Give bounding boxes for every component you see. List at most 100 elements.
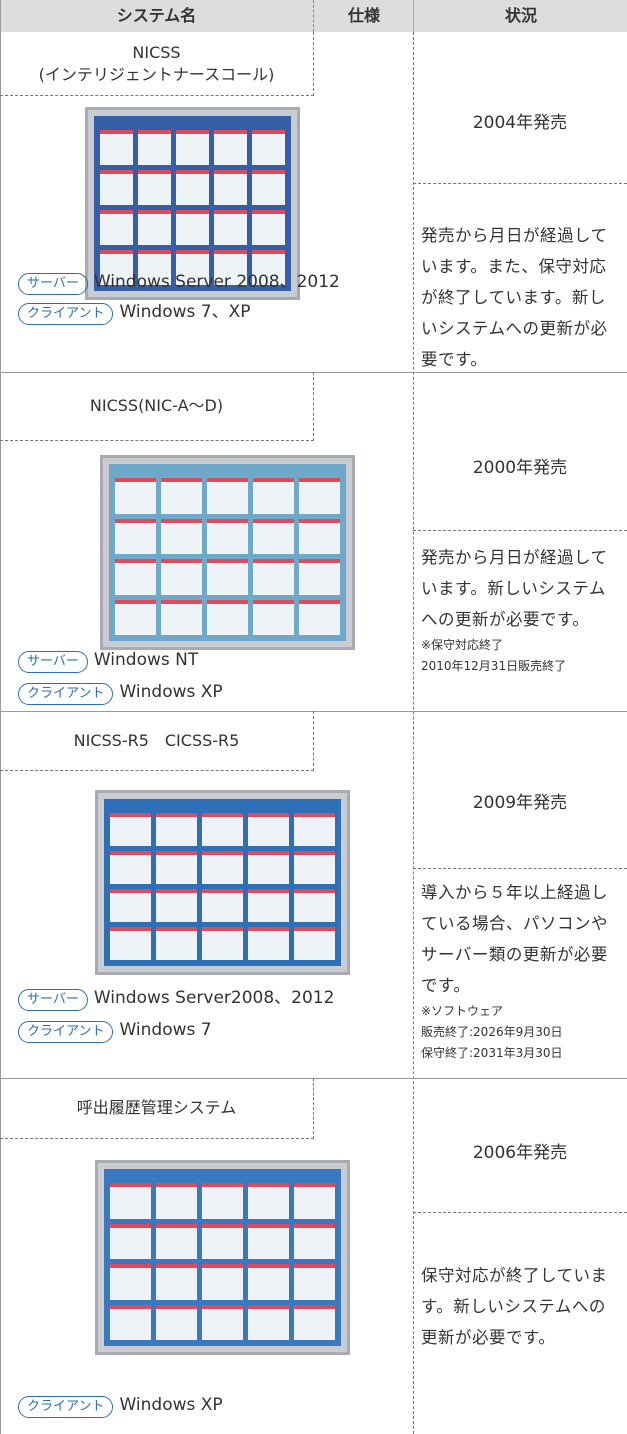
column-header: 仕様	[313, 0, 414, 32]
name-line: NICSS-R5 CICSS-R5	[73, 730, 240, 750]
screenshot-panel	[110, 889, 151, 922]
screenshot-screen	[109, 464, 346, 641]
spec-badge: サーバー	[18, 651, 88, 673]
table-border	[0, 0, 1, 1434]
screenshot-panel	[161, 478, 202, 514]
status-divider	[413, 530, 627, 531]
screenshot-panel	[207, 518, 248, 554]
screenshot-panel	[202, 813, 243, 846]
note: ※保守対応終了	[421, 638, 504, 652]
screenshot-screen	[104, 799, 341, 966]
screenshot-panel	[115, 599, 156, 635]
screenshot-panel	[202, 927, 243, 960]
screenshot-panel	[252, 250, 285, 285]
screenshot-panel	[138, 210, 171, 245]
screenshot-panel	[138, 130, 171, 165]
spec-badge: クライアント	[18, 683, 114, 705]
screenshot-panel	[100, 210, 133, 245]
screenshot-panel	[253, 518, 294, 554]
spec-badge: サーバー	[18, 273, 88, 295]
column-divider	[413, 32, 414, 1434]
screenshot-panel	[161, 599, 202, 635]
screenshot	[85, 107, 300, 300]
screenshot-panel	[214, 210, 247, 245]
name-line: NICSS(NIC-A〜D)	[89, 396, 224, 415]
name-line: NICSS	[132, 42, 181, 62]
spec-value: Windows XP	[119, 1395, 223, 1415]
screenshot-panel	[214, 130, 247, 165]
note: ※ソフトウェア	[421, 1004, 504, 1018]
screenshot-panel	[202, 889, 243, 922]
note: 販売終了:2026年9月30日	[421, 1025, 563, 1039]
screenshot-panel	[202, 1304, 243, 1340]
screenshot-panel	[299, 518, 340, 554]
screenshot-panel	[248, 813, 289, 846]
system-name: NICSS-R5 CICSS-R5	[0, 711, 314, 771]
screenshot-panel	[299, 599, 340, 635]
spec-row: サーバー Windows NT	[18, 648, 198, 673]
system-name: 呼出履歴管理システム	[0, 1078, 314, 1139]
description: 導入から５年以上経過している場合、パソコンやサーバー類の更新が必要です。	[421, 883, 608, 995]
screenshot-panel	[299, 478, 340, 514]
note: 保守終了:2031年3月30日	[421, 1046, 563, 1060]
screenshot-panel	[248, 1183, 289, 1219]
screenshot-panel	[138, 250, 171, 285]
screenshot-panel	[176, 170, 209, 205]
screenshot-panel	[248, 889, 289, 922]
screenshot-panel	[115, 559, 156, 595]
screenshot	[95, 790, 350, 975]
screenshot	[100, 455, 355, 650]
spec-value: Windows XP	[119, 682, 223, 702]
spec-row: クライアント Windows 7	[18, 1018, 212, 1043]
description: 発売から月日が経過しています。また、保守対応が終了しています。新しいシステムへの…	[421, 226, 608, 369]
screenshot-panel	[214, 170, 247, 205]
screenshot-panel	[253, 559, 294, 595]
screenshot-panel	[248, 1264, 289, 1300]
spec-row: クライアント Windows XP	[18, 1393, 223, 1418]
spec-value: Windows Server 2008、2012	[93, 272, 340, 292]
screenshot	[95, 1160, 350, 1355]
screenshot-panel	[156, 813, 197, 846]
status-text: 保守対応が終了しています。新しいシステムへの更新が必要です。	[421, 1260, 621, 1353]
screenshot-panel	[202, 1264, 243, 1300]
screenshot-panel	[299, 559, 340, 595]
status-divider	[413, 183, 627, 184]
spec-row: サーバー Windows Server 2008、2012	[18, 270, 340, 295]
release: 2006年発売	[472, 1143, 568, 1163]
screenshot-panel	[294, 1304, 335, 1340]
screenshot-panel	[161, 518, 202, 554]
spec-value: Windows NT	[93, 650, 199, 670]
release: 2004年発売	[472, 113, 568, 133]
column-header: システム名	[0, 0, 313, 32]
name-line: (インテリジェントナースコール)	[38, 64, 275, 84]
screenshot-panel	[176, 250, 209, 285]
status-text: 発売から月日が経過しています。また、保守対応が終了しています。新しいシステムへの…	[421, 220, 621, 375]
spec-row: サーバー Windows Server2008、2012	[18, 986, 334, 1011]
screenshot-panel	[207, 599, 248, 635]
screenshot-panel	[207, 478, 248, 514]
screenshot-panel	[156, 1264, 197, 1300]
screenshot-panel	[110, 927, 151, 960]
description: 保守対応が終了しています。新しいシステムへの更新が必要です。	[421, 1266, 608, 1347]
screenshot-panel	[176, 130, 209, 165]
screenshot-panel	[156, 1223, 197, 1259]
screenshot-panel	[202, 1223, 243, 1259]
spec-badge: クライアント	[18, 303, 114, 325]
screenshot-panel	[115, 478, 156, 514]
spec-value: Windows Server2008、2012	[93, 988, 335, 1008]
system-name: NICSS(NIC-A〜D)	[0, 372, 314, 441]
screenshot-panel	[252, 210, 285, 245]
screenshot-panel	[294, 813, 335, 846]
screenshot-panel	[110, 813, 151, 846]
screenshot-panel	[156, 927, 197, 960]
screenshot-panel	[202, 1183, 243, 1219]
screenshot-panel	[110, 851, 151, 884]
description: 発売から月日が経過しています。新しいシステムへの更新が必要です。	[421, 548, 608, 629]
screenshot-panel	[253, 599, 294, 635]
screenshot-panel	[294, 1183, 335, 1219]
screenshot-panel	[156, 1183, 197, 1219]
screenshot-panel	[294, 927, 335, 960]
screenshot-panel	[156, 851, 197, 884]
status-text: 導入から５年以上経過している場合、パソコンやサーバー類の更新が必要です。 ※ソフト…	[421, 877, 621, 1064]
column-header: 状況	[413, 0, 627, 32]
